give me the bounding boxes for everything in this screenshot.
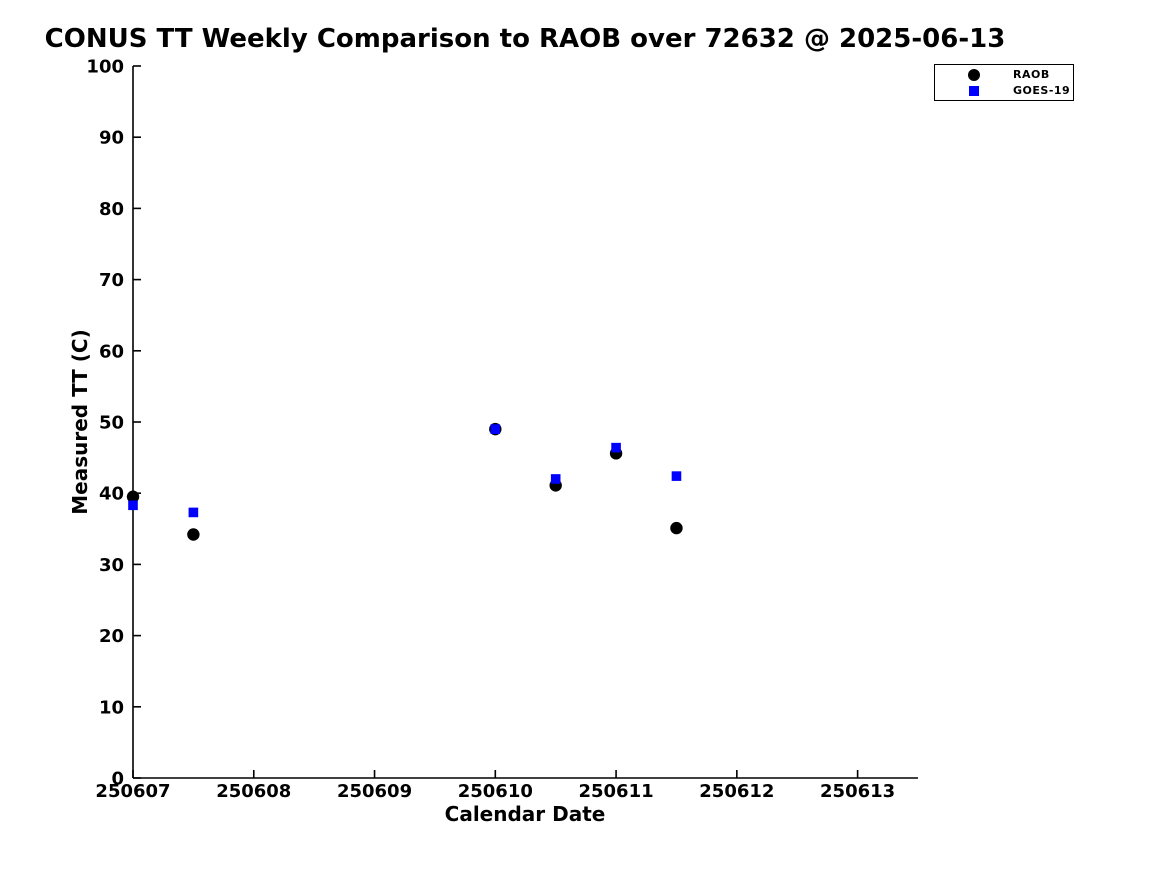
legend-label: GOES-19 [1013,84,1071,97]
x-tick-label: 250607 [95,781,170,802]
y-tick-label: 100 [86,57,124,78]
y-axis-label: Measured TT (C) [68,329,92,515]
goes-19-point [550,474,561,484]
legend-marker-cell [935,85,1013,96]
x-tick-label: 250608 [216,781,291,802]
legend-item-goes-19: GOES-19 [935,83,1073,99]
y-tick-label: 90 [99,128,124,149]
y-tick-label: 10 [99,697,124,718]
goes-19-point [671,471,682,481]
y-tick-label: 0 [111,769,124,790]
legend-marker-cell [935,68,1013,81]
raob-point [187,528,200,541]
x-tick-label: 250611 [578,781,653,802]
y-tick-label: 20 [99,626,124,647]
goes-19-point [490,424,501,434]
legend-label: RAOB [1013,68,1050,81]
goes-19-point [188,507,199,518]
y-tick-label: 70 [99,270,124,291]
legend-item-raob: RAOB [935,67,1073,83]
raob-circle-icon [968,68,980,81]
goes-19-point [611,442,621,453]
goes-19-square-icon [969,85,979,96]
raob-point [670,521,683,535]
x-tick-label: 250609 [337,781,412,802]
legend: RAOB GOES-19 [934,64,1074,101]
y-tick-label: 60 [99,341,124,362]
y-tick-label: 80 [99,199,124,220]
goes-19-point [128,500,138,511]
x-tick-label: 250610 [458,781,533,802]
chart-title: CONUS TT Weekly Comparison to RAOB over … [44,24,1006,54]
y-tick-label: 30 [99,555,124,576]
y-tick-label: 40 [99,484,124,505]
y-tick-label: 50 [99,413,124,434]
x-axis-label: Calendar Date [444,802,606,826]
x-tick-label: 250612 [699,781,774,802]
x-tick-label: 250613 [820,781,895,802]
raob-point [126,490,140,503]
